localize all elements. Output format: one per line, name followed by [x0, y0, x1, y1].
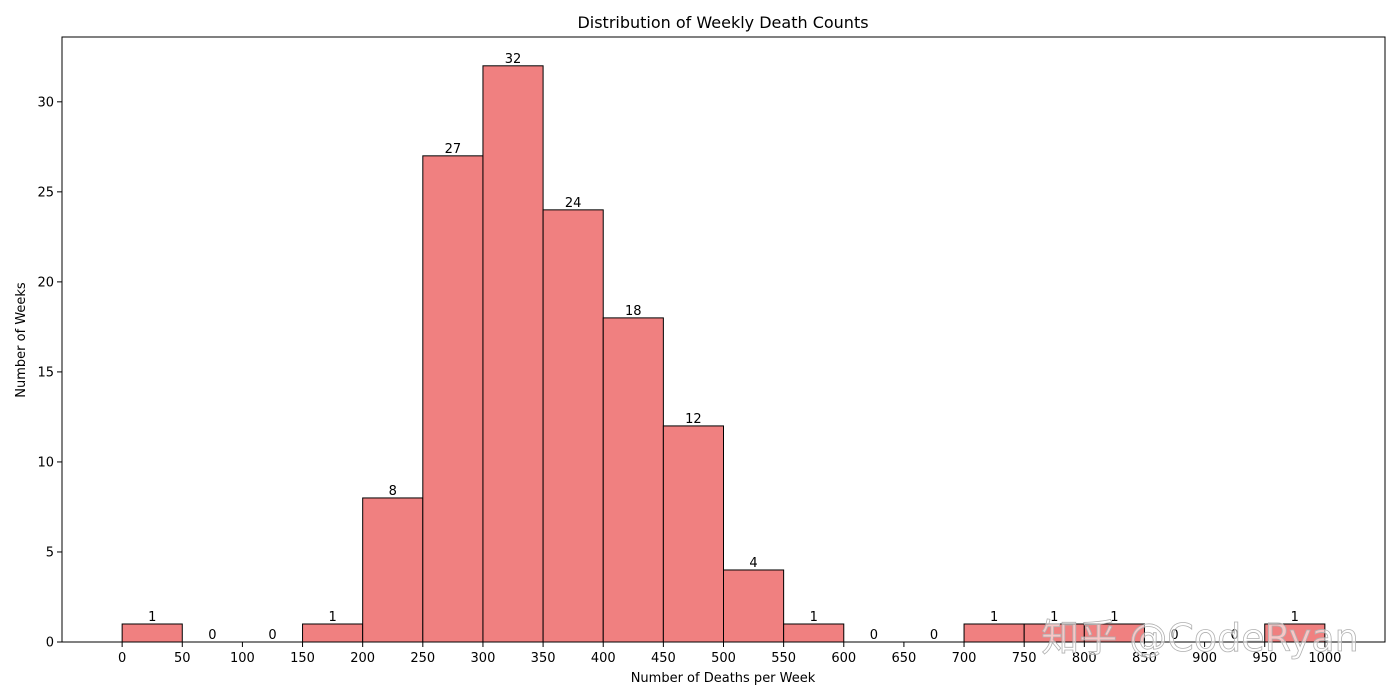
y-tick-label: 0: [46, 636, 54, 651]
bar-value-label: 0: [930, 628, 938, 643]
x-axis-ticks: 0 50 100 150 200 250 300 350 400 450 500 550 600 650 7…: [118, 642, 1341, 666]
y-axis-ticks: 0 5 10 15 20 25 30: [37, 95, 62, 651]
x-tick-label: 900: [1192, 651, 1217, 666]
x-tick-label: 500: [711, 651, 736, 666]
histogram-bar: [602, 317, 664, 643]
bar-value-label: 1: [810, 610, 818, 625]
histogram-bar: [662, 425, 725, 643]
histogram-bar: [302, 623, 364, 643]
x-tick-label: 0: [118, 651, 126, 666]
chart-title: Distribution of Weekly Death Counts: [577, 13, 868, 32]
y-tick-label: 5: [46, 545, 54, 560]
x-tick-label: 950: [1252, 651, 1277, 666]
x-tick-label: 550: [771, 651, 796, 666]
x-tick-label: 50: [174, 651, 191, 666]
x-tick-label: 450: [651, 651, 676, 666]
bar-value-label: 1: [328, 610, 336, 625]
bar-value-label: 24: [565, 196, 582, 211]
bar-value-label: 18: [625, 304, 642, 319]
bar-value-label: 1: [990, 610, 998, 625]
x-tick-label: 300: [471, 651, 496, 666]
bar-value-label: 32: [505, 52, 522, 67]
x-tick-label: 850: [1132, 651, 1157, 666]
bar-value-label: 1: [1050, 610, 1058, 625]
bar-value-label: 1: [1291, 610, 1299, 625]
x-tick-label: 800: [1072, 651, 1097, 666]
y-tick-label: 20: [37, 275, 54, 290]
x-tick-label: 200: [350, 651, 375, 666]
histogram-bar: [422, 155, 484, 643]
bars-layer: [121, 65, 1326, 643]
histogram-bar: [121, 623, 183, 643]
y-axis-label: Number of Weeks: [14, 282, 29, 398]
bar-value-label: 12: [685, 412, 702, 427]
bar-value-label: 0: [1231, 628, 1239, 643]
x-tick-label: 600: [831, 651, 856, 666]
x-tick-label: 400: [591, 651, 616, 666]
y-tick-label: 10: [37, 455, 54, 470]
bar-value-label: 4: [749, 556, 757, 571]
histogram-bar: [963, 623, 1025, 643]
histogram-bar: [783, 623, 845, 643]
x-tick-label: 100: [230, 651, 255, 666]
x-tick-label: 650: [891, 651, 916, 666]
bar-value-label: 0: [1170, 628, 1178, 643]
histogram-bar: [542, 209, 604, 643]
x-axis-label: Number of Deaths per Week: [631, 671, 816, 686]
bar-value-label: 1: [1110, 610, 1118, 625]
bar-value-label: 0: [208, 628, 216, 643]
x-tick-label: 250: [410, 651, 435, 666]
x-tick-label: 1000: [1308, 651, 1341, 666]
y-tick-label: 30: [37, 95, 54, 110]
histogram-bar: [723, 569, 785, 643]
bar-value-label: 0: [268, 628, 276, 643]
bar-value-label: 8: [389, 484, 397, 499]
y-tick-label: 25: [37, 185, 54, 200]
x-tick-label: 750: [1012, 651, 1037, 666]
bar-value-label: 0: [870, 628, 878, 643]
histogram-bar: [482, 65, 544, 643]
x-tick-label: 700: [952, 651, 977, 666]
x-tick-label: 350: [531, 651, 556, 666]
bar-value-label: 1: [148, 610, 156, 625]
y-tick-label: 15: [37, 365, 54, 380]
histogram-bar: [362, 497, 424, 643]
watermark-text: 知乎 @CodeRyan: [1041, 616, 1359, 660]
bar-value-label: 27: [445, 142, 462, 157]
x-tick-label: 150: [290, 651, 315, 666]
